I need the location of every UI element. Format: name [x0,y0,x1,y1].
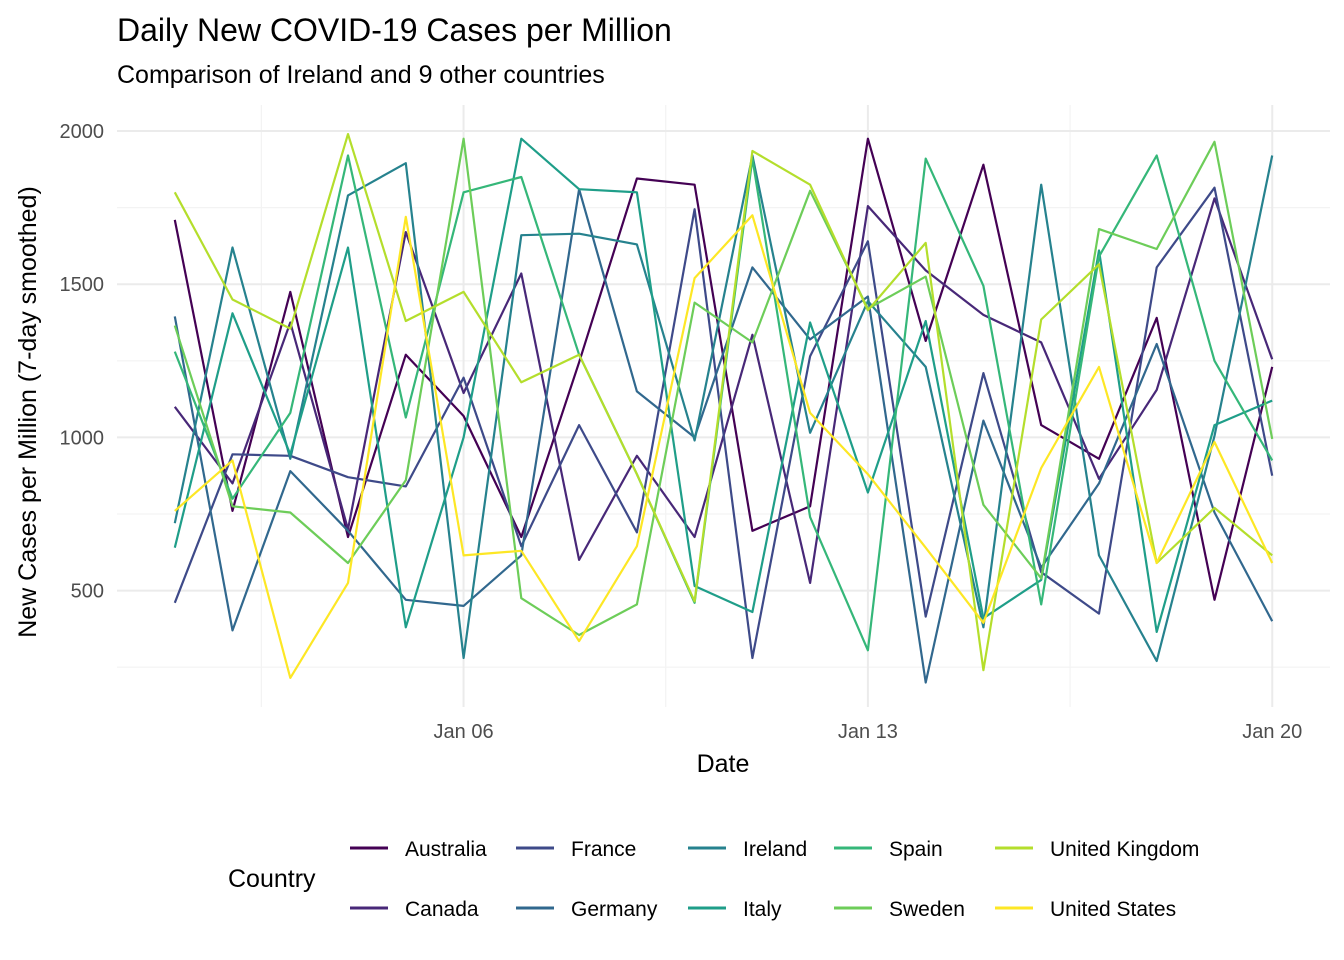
series-line-sweden [173,137,1274,637]
series-line-united-kingdom [173,133,1273,672]
series-line-united-states [174,214,1274,680]
legend-label: Canada [405,898,479,921]
x-tick-label: Jan 13 [838,721,898,743]
y-tick-label: 500 [71,581,104,603]
legend-label: Spain [889,838,943,861]
series-line-france [173,186,1274,660]
x-tick-label: Jan 06 [434,721,494,743]
legend-item-sweden: Sweden [834,898,965,921]
series-line-australia [173,137,1274,601]
legend-item-canada: Canada [350,898,479,921]
legend: Country Australia Canada France Germany Irel… [228,838,1199,921]
x-tick-label: Jan 20 [1242,721,1302,743]
y-tick-label: 1500 [60,274,105,296]
y-tick-label: 2000 [60,121,105,143]
legend-label: France [571,838,636,861]
chart-subtitle: Comparison of Ireland and 9 other countr… [117,61,605,89]
legend-title: Country [228,865,316,893]
legend-label: United States [1050,898,1176,921]
y-axis-title: New Cases per Million (7-day smoothed) [14,186,42,638]
x-axis-title: Date [697,750,750,778]
legend-label: United Kingdom [1050,838,1199,861]
series-line-italy [173,137,1273,634]
legend-items: Australia Canada France Germany Ireland Italy… [350,838,1199,921]
legend-item-italy: Italy [688,898,782,921]
legend-item-france: France [516,838,636,861]
legend-item-united-states: United States [995,898,1176,921]
plot-panel: 500 1000 1500 2000 Jan 06 Jan 13 Jan 20 [60,105,1330,743]
legend-item-germany: Germany [516,898,658,921]
legend-label: Germany [571,898,658,921]
legend-label: Australia [405,838,487,861]
legend-item-ireland: Ireland [688,838,807,861]
series-line-canada [173,197,1274,585]
legend-item-united-kingdom: United Kingdom [995,838,1199,861]
legend-item-spain: Spain [834,838,943,861]
legend-label: Ireland [743,838,807,861]
legend-label: Sweden [889,898,965,921]
y-axis-ticks: 500 1000 1500 2000 [60,121,105,603]
series-lines [173,133,1274,684]
chart-title: Daily New COVID-19 Cases per Million [117,12,672,48]
legend-label: Italy [743,898,782,921]
y-tick-label: 1000 [60,427,105,449]
x-axis-ticks: Jan 06 Jan 13 Jan 20 [434,721,1303,743]
series-line-ireland [173,154,1274,663]
legend-item-australia: Australia [350,838,487,861]
gridlines [117,105,1330,707]
